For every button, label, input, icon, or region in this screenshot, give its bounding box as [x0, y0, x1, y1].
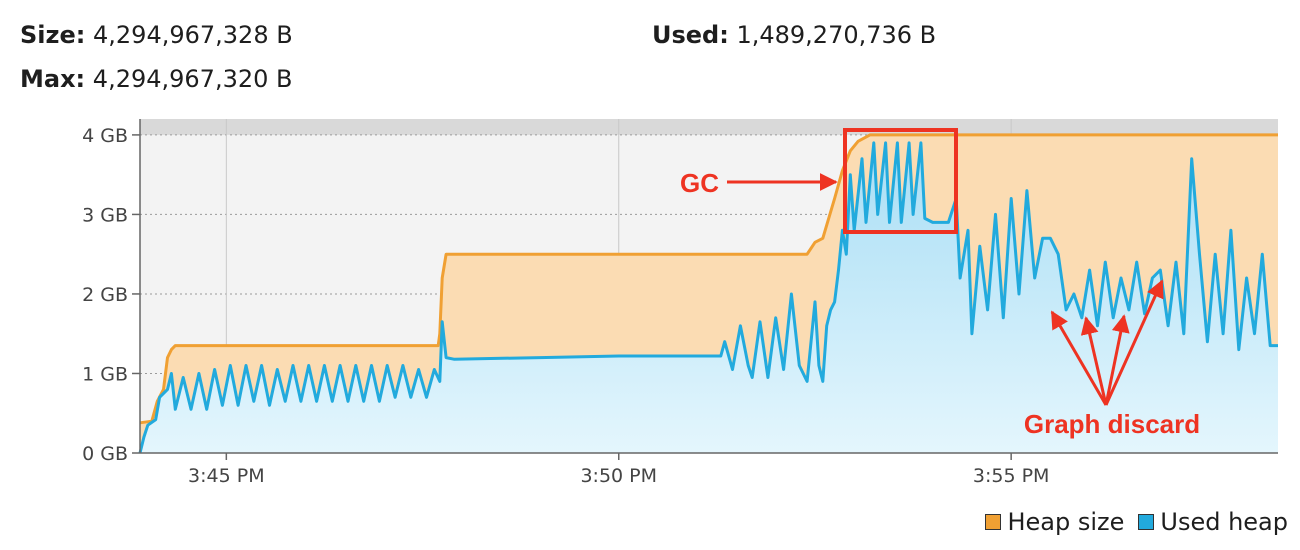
chart-legend: Heap size Used heap [971, 508, 1288, 536]
legend-heap-size[interactable]: Heap size [985, 508, 1124, 536]
x-tick-label-2: 3:55 PM [973, 465, 1050, 487]
legend-heap-size-label: Heap size [1007, 508, 1124, 536]
y-tick-label-2: 2 GB [82, 284, 128, 306]
graph-discard-label: Graph discard [1024, 409, 1200, 439]
legend-used-heap[interactable]: Used heap [1138, 508, 1288, 536]
y-tick-label-4: 4 GB [82, 125, 128, 147]
gc-label: GC [680, 168, 719, 198]
y-tick-label-3: 3 GB [82, 204, 128, 226]
y-tick-label-0: 0 GB [82, 443, 128, 465]
x-tick-label-1: 3:50 PM [580, 465, 657, 487]
y-tick-label-1: 1 GB [82, 363, 128, 385]
max-heap-band [140, 119, 1278, 135]
heap-size-swatch [985, 514, 1001, 530]
used-heap-swatch [1138, 514, 1154, 530]
x-tick-label-0: 3:45 PM [188, 465, 265, 487]
legend-used-heap-label: Used heap [1160, 508, 1288, 536]
